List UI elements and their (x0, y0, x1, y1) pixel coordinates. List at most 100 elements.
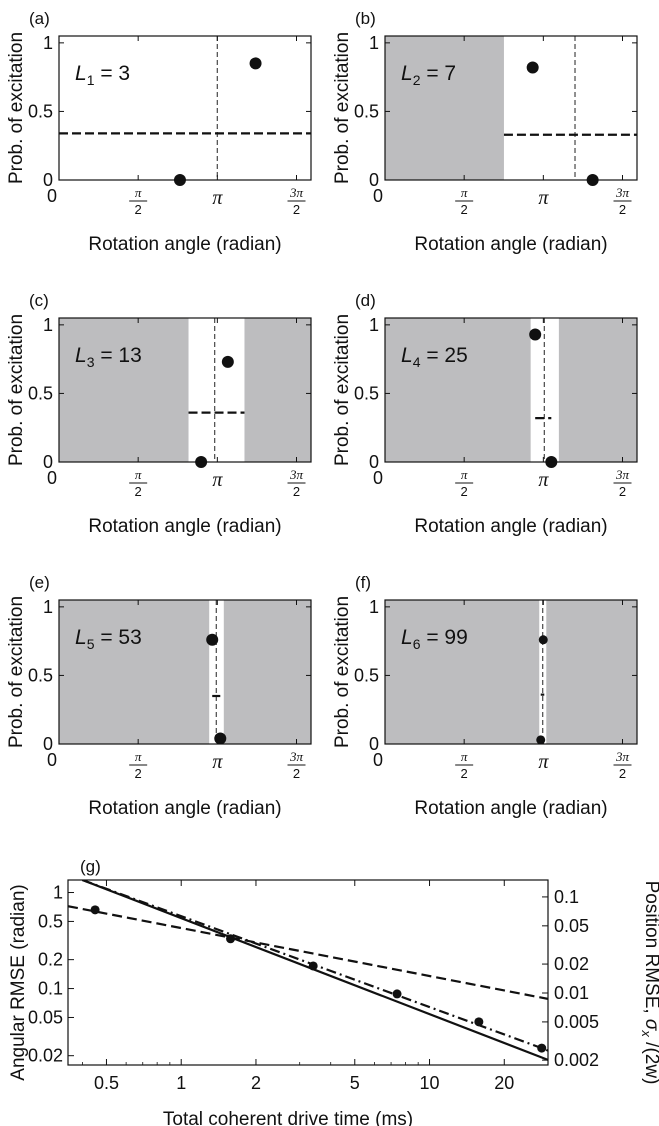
axes-frame (58, 35, 312, 181)
x-tick-fraction: 3π2 (613, 185, 632, 217)
axes-frame (58, 599, 312, 745)
y2-title-main: Position RMSE, (641, 881, 659, 1019)
x-tick-denominator: 2 (619, 202, 626, 217)
shaded-region (59, 600, 210, 744)
shaded-region (385, 600, 540, 744)
data-point (526, 61, 539, 74)
x-tick-numerator: 3π (289, 467, 304, 482)
y2-tick-label: 0.01 (554, 983, 589, 1003)
panel-annotation: L4 = 25 (401, 344, 468, 370)
x-tick-label: 0.5 (94, 1073, 119, 1093)
y2-tick-label: 0.05 (554, 916, 589, 936)
x-tick-numerator: 3π (615, 185, 630, 200)
data-point (214, 732, 227, 745)
annotation-subscript: 6 (413, 636, 421, 652)
annotation-subscript: 1 (87, 72, 95, 88)
panel-annotation: L5 = 53 (75, 626, 142, 652)
x-tick-numerator: 3π (289, 749, 304, 764)
y2-tick-label: 0.005 (554, 1012, 599, 1032)
x-tick-denominator: 2 (461, 202, 468, 217)
x-axis-title: Rotation angle (radian) (414, 234, 607, 255)
annotation-symbol: L (75, 62, 87, 85)
shaded-region (546, 600, 637, 744)
annotation-subscript: 4 (413, 354, 421, 370)
annotation-value: = 7 (420, 62, 456, 85)
panel-label: (g) (80, 857, 101, 876)
x-tick-denominator: 2 (619, 766, 626, 781)
y-axis-title: Angular RMSE (radian) (8, 884, 29, 1080)
x-tick-denominator: 2 (293, 484, 300, 499)
axes-frame (384, 35, 638, 181)
y-tick-label: 0.1 (38, 979, 63, 999)
y-tick-label: 0 (43, 170, 53, 190)
x-tick-label: π (538, 469, 549, 491)
data-point (308, 961, 318, 971)
annotation-value: = 13 (94, 344, 141, 367)
data-point (537, 1043, 547, 1053)
annotation-value: = 25 (420, 344, 467, 367)
shaded-region (385, 36, 504, 180)
data-point (474, 1017, 484, 1027)
y-axis-title: Prob. of excitation (332, 32, 353, 184)
panel-label: (d) (355, 291, 376, 310)
x-axis-title: Rotation angle (radian) (414, 516, 607, 537)
y2-tick-label: 0.002 (554, 1050, 599, 1070)
y2-title-subscript: x (639, 1029, 654, 1037)
x-tick-denominator: 2 (293, 766, 300, 781)
y-tick-label: 0.5 (28, 665, 53, 685)
shaded-region (385, 318, 531, 462)
shaded-region (223, 600, 311, 744)
x-tick-label: 2 (251, 1073, 261, 1093)
x-tick-numerator: π (461, 185, 468, 200)
panel-label: (b) (355, 9, 376, 28)
annotation-symbol: L (401, 626, 413, 649)
y2-title-tail: /(2w) (641, 1037, 659, 1085)
x-axis-title: Rotation angle (radian) (88, 516, 281, 537)
data-point (249, 57, 262, 70)
axes-frame (58, 317, 312, 463)
data-point (226, 934, 236, 944)
x-tick-fraction: π2 (455, 467, 474, 499)
panel-label: (c) (29, 291, 49, 310)
data-point (529, 328, 542, 341)
shaded-region (59, 318, 189, 462)
data-point (221, 355, 234, 368)
axes-frame (384, 317, 638, 463)
x-axis-title: Rotation angle (radian) (414, 798, 607, 819)
y-axis-title: Prob. of excitation (6, 596, 27, 748)
shaded-region (244, 318, 311, 462)
data-point (536, 735, 546, 745)
y-tick-label: 0.5 (28, 101, 53, 121)
annotation-symbol: L (75, 344, 87, 367)
y-tick-label: 1 (53, 883, 63, 903)
y-tick-label: 0.02 (28, 1046, 63, 1066)
x-tick-fraction: π2 (129, 749, 148, 781)
x-axis-title: Rotation angle (radian) (88, 234, 281, 255)
data-point (206, 633, 219, 646)
x-tick-label: 20 (494, 1073, 514, 1093)
data-point (392, 989, 402, 999)
y-tick-label: 0.5 (38, 911, 63, 931)
y-axis-title: Prob. of excitation (6, 32, 27, 184)
x-tick-label: π (212, 751, 223, 773)
x-tick-numerator: 3π (615, 749, 630, 764)
panel-annotation: L2 = 7 (401, 62, 456, 88)
y2-title-sigma: σ (641, 1019, 659, 1032)
x-tick-fraction: π2 (455, 185, 474, 217)
shaded-region (558, 318, 637, 462)
y2-axis-title: Position RMSE, σx /(2w) (639, 881, 659, 1085)
x-tick-label: 0 (373, 750, 383, 770)
x-tick-fraction: π2 (129, 185, 148, 217)
annotation-subscript: 3 (87, 354, 95, 370)
annotation-subscript: 5 (87, 636, 95, 652)
y2-tick-label: 0.1 (554, 887, 579, 907)
x-tick-label: 1 (176, 1073, 186, 1093)
series-line-dashed (68, 905, 548, 1000)
annotation-value: = 3 (94, 62, 130, 85)
panel-label: (a) (29, 9, 50, 28)
